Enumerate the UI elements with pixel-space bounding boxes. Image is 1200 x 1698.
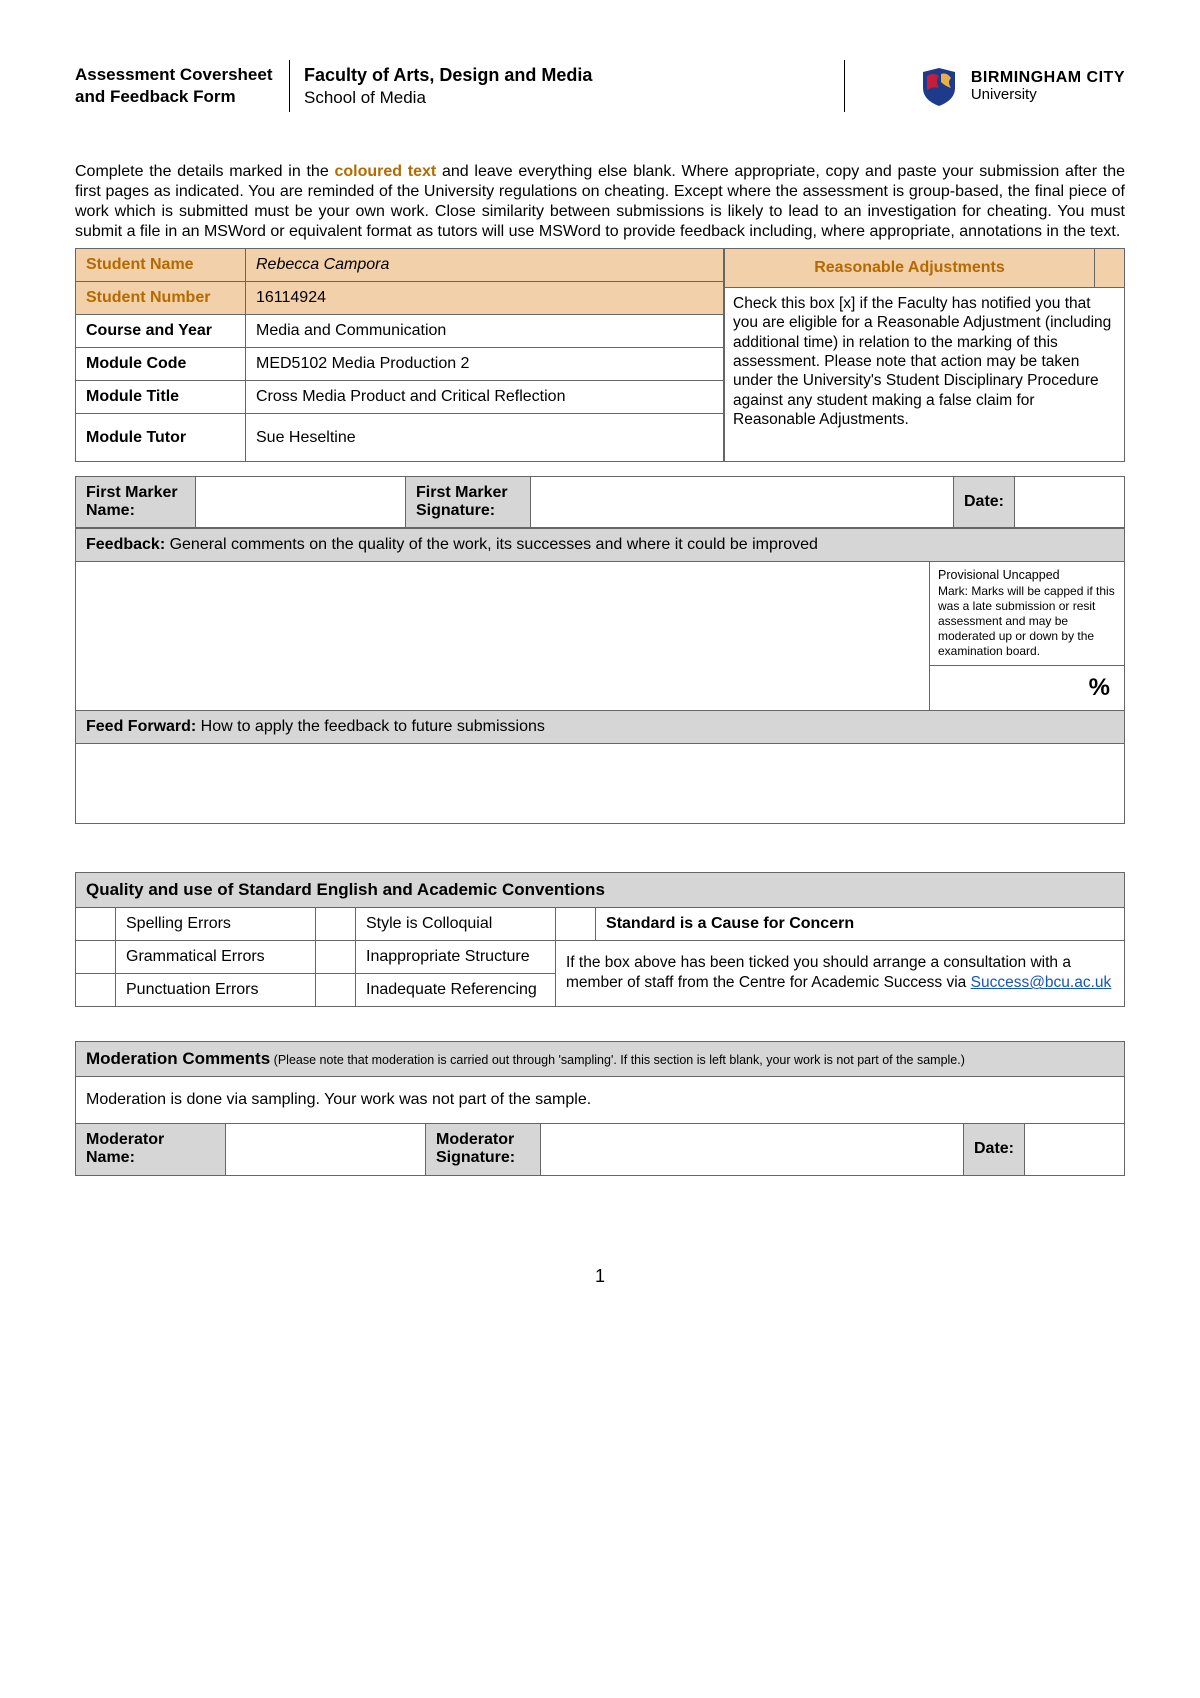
ra-checkbox[interactable] <box>1095 249 1125 288</box>
school-name: School of Media <box>304 87 844 108</box>
concern-text: If the box above has been ticked you sho… <box>556 940 1125 1006</box>
style-label: Style is Colloquial <box>356 907 556 940</box>
concern-email-link[interactable]: Success@bcu.ac.uk <box>971 974 1112 991</box>
concern-label: Standard is a Cause for Concern <box>596 907 1125 940</box>
module-code-label: Module Code <box>76 348 246 381</box>
faculty-name: Faculty of Arts, Design and Media <box>304 64 844 87</box>
page-container: Assessment Coversheet and Feedback Form … <box>0 0 1200 1347</box>
feedforward-body-field[interactable] <box>76 743 1125 823</box>
referencing-label: Inadequate Referencing <box>356 973 556 1006</box>
concern-checkbox[interactable] <box>556 907 596 940</box>
course-year-label: Course and Year <box>76 315 246 348</box>
instructions-text: Complete the details marked in the colou… <box>75 162 1125 242</box>
module-tutor-value: Sue Heseltine <box>246 414 724 462</box>
feedback-head-bold: Feedback: <box>86 536 165 553</box>
logo-text: BIRMINGHAM CITY University <box>971 70 1125 103</box>
student-number-label: Student Number <box>76 282 246 315</box>
first-marker-sig-label: First Marker Signature: <box>406 477 531 528</box>
moderation-heading: Moderation Comments (Please note that mo… <box>76 1041 1125 1076</box>
moderator-sig-field[interactable] <box>541 1123 964 1175</box>
student-name-label: Student Name <box>76 249 246 282</box>
feedback-body-field[interactable] <box>76 562 930 711</box>
logo-line1: BIRMINGHAM CITY <box>971 70 1125 87</box>
logo-icon <box>917 64 961 108</box>
student-name-value: Rebecca Campora <box>246 249 724 282</box>
logo-line2: University <box>971 87 1125 103</box>
quality.opts.structure: Inappropriate Structure <box>356 940 556 973</box>
first-marker-name-field[interactable] <box>196 477 406 528</box>
header-title-mid: Faculty of Arts, Design and Media School… <box>290 60 845 112</box>
punctuation-label: Punctuation Errors <box>116 973 316 1006</box>
moderator-date-field[interactable] <box>1025 1123 1125 1175</box>
header-title-left: Assessment Coversheet and Feedback Form <box>75 60 290 112</box>
page-number: 1 <box>75 1266 1125 1287</box>
mod-head-sub: (Please note that moderation is carried … <box>270 1053 965 1067</box>
first-marker-sig-field[interactable] <box>531 477 954 528</box>
university-logo: BIRMINGHAM CITY University <box>845 64 1125 108</box>
provisional-mark-note: Provisional Uncapped Mark: Marks will be… <box>930 562 1125 666</box>
quality-heading: Quality and use of Standard English and … <box>76 872 1125 907</box>
grammar-label: Grammatical Errors <box>116 940 316 973</box>
moderator-sig-label: Moderator Signature: <box>426 1123 541 1175</box>
style-checkbox[interactable] <box>316 907 356 940</box>
first-marker-date-field[interactable] <box>1015 477 1125 528</box>
course-year-value: Media and Communication <box>246 315 724 348</box>
module-title-value: Cross Media Product and Critical Reflect… <box>246 381 724 414</box>
moderator-name-label: Moderator Name: <box>76 1123 226 1175</box>
mod-head-title: Moderation Comments <box>86 1049 270 1068</box>
spelling-label: Spelling Errors <box>116 907 316 940</box>
moderation-table: Moderation Comments (Please note that mo… <box>75 1041 1125 1176</box>
moderation-body: Moderation is done via sampling. Your wo… <box>76 1076 1125 1123</box>
first-marker-table: First Marker Name: First Marker Signatur… <box>75 476 1125 528</box>
ff-head-bold: Feed Forward: <box>86 718 196 735</box>
details-section: Student Name Rebecca Campora Student Num… <box>75 248 1125 462</box>
feedback-heading: Feedback: General comments on the qualit… <box>76 529 1125 562</box>
instructions-coloured: coloured text <box>334 163 436 180</box>
feedback-head-rest: General comments on the quality of the w… <box>165 536 818 553</box>
punctuation-checkbox[interactable] <box>76 973 116 1006</box>
structure-checkbox[interactable] <box>316 940 356 973</box>
module-tutor-label: Module Tutor <box>76 414 246 462</box>
referencing-checkbox[interactable] <box>316 973 356 1006</box>
header: Assessment Coversheet and Feedback Form … <box>75 60 1125 112</box>
first-marker-name-label: First Marker Name: <box>76 477 196 528</box>
feedforward-heading: Feed Forward: How to apply the feedback … <box>76 710 1125 743</box>
moderator-date-label: Date: <box>963 1123 1024 1175</box>
student-details-table: Student Name Rebecca Campora Student Num… <box>75 248 724 462</box>
reasonable-adjustments-table: Reasonable Adjustments Check this box [x… <box>724 248 1125 462</box>
module-code-value: MED5102 Media Production 2 <box>246 348 724 381</box>
first-marker-date-label: Date: <box>953 477 1014 528</box>
ra-body-text: Check this box [x] if the Faculty has no… <box>725 287 1125 461</box>
module-title-label: Module Title <box>76 381 246 414</box>
instructions-pre: Complete the details marked in the <box>75 163 334 180</box>
student-number-value: 16114924 <box>246 282 724 315</box>
spelling-checkbox[interactable] <box>76 907 116 940</box>
grammar-checkbox[interactable] <box>76 940 116 973</box>
moderator-name-field[interactable] <box>226 1123 426 1175</box>
prov-body: Mark: Marks will be capped if this was a… <box>938 584 1115 658</box>
prov-title: Provisional Uncapped <box>938 568 1060 582</box>
header-left-line1: Assessment Coversheet <box>75 65 272 84</box>
quality-table: Quality and use of Standard English and … <box>75 872 1125 1007</box>
ra-heading: Reasonable Adjustments <box>725 249 1095 288</box>
header-left-line2: and Feedback Form <box>75 87 236 106</box>
ff-head-rest: How to apply the feedback to future subm… <box>196 718 545 735</box>
provisional-mark-value: % <box>930 665 1125 710</box>
feedback-table: Feedback: General comments on the qualit… <box>75 528 1125 824</box>
